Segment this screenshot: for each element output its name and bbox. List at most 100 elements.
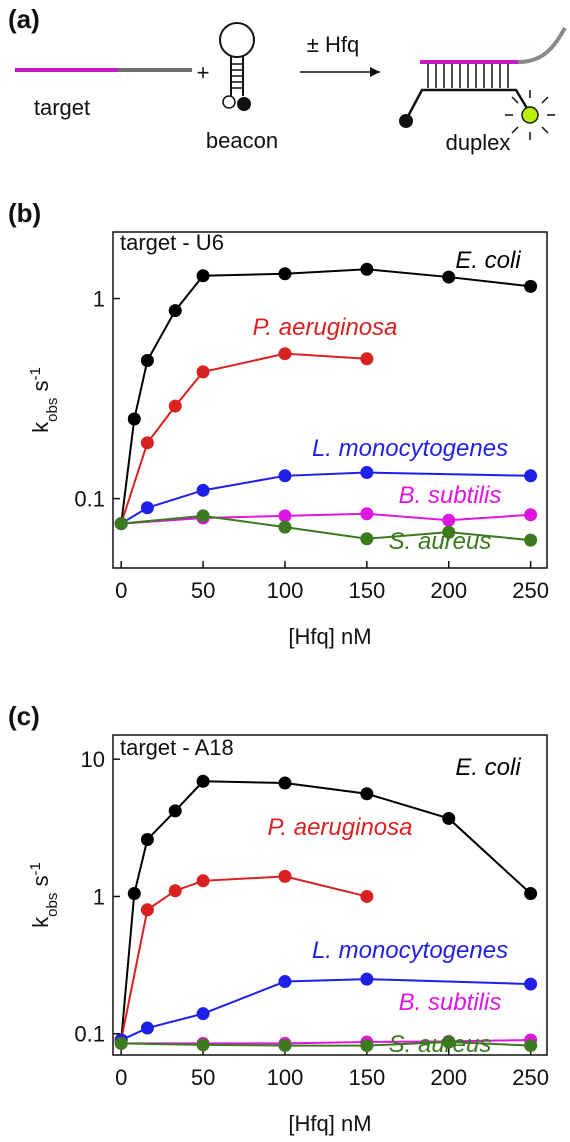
x-tick-label: 250 — [512, 578, 549, 603]
data-point — [442, 525, 456, 539]
y-axis-title-part: s — [28, 876, 53, 893]
data-point — [127, 887, 141, 901]
series-label: P. aeruginosa — [267, 814, 412, 841]
y-tick-label: 10 — [81, 747, 105, 772]
y-axis-title-part: s — [28, 381, 53, 398]
data-point — [140, 832, 154, 846]
y-axis-title: kobs s-1 — [27, 862, 61, 928]
target-label: target — [34, 95, 90, 120]
data-point — [140, 501, 154, 515]
data-point — [168, 804, 182, 818]
data-point — [360, 466, 374, 480]
plus: + — [197, 60, 210, 85]
y-axis-title: kobs s-1 — [27, 367, 61, 433]
y-axis-title-part: k — [28, 916, 53, 928]
duplex-pairs — [427, 64, 509, 88]
data-point — [196, 874, 210, 888]
x-tick-label: 250 — [512, 1065, 549, 1090]
x-tick-label: 150 — [348, 578, 385, 603]
y-tick-label: 1 — [93, 287, 105, 312]
x-tick-label: 0 — [115, 1065, 127, 1090]
plot-frame — [112, 231, 548, 569]
data-point — [196, 1007, 210, 1021]
data-point — [278, 975, 292, 989]
fluorophore — [521, 106, 539, 124]
x-tick-label: 200 — [430, 578, 467, 603]
beacon-strand — [404, 88, 530, 121]
data-point — [278, 347, 292, 361]
x-tick-label: 100 — [267, 578, 304, 603]
data-point — [140, 354, 154, 368]
x-tick-label: 100 — [267, 1065, 304, 1090]
series-label: B. subtilis — [399, 482, 502, 509]
data-point — [442, 270, 456, 284]
data-point — [278, 520, 292, 534]
y-axis-title-part: k — [28, 421, 53, 433]
data-point — [196, 269, 210, 283]
x-tick-label: 150 — [348, 1065, 385, 1090]
series-line — [120, 875, 368, 1041]
duplex-overhang — [517, 26, 567, 64]
data-point — [278, 869, 292, 883]
panel-label: (c) — [8, 701, 40, 731]
series-label: S. aureus — [389, 528, 492, 555]
data-point — [278, 509, 292, 523]
data-point — [360, 262, 374, 276]
data-point — [524, 1039, 538, 1053]
data-point — [360, 889, 374, 903]
data-point — [278, 1039, 292, 1053]
series-line — [121, 1039, 531, 1045]
annotation: target - U6 — [120, 230, 224, 255]
y-tick-label: 0.1 — [74, 1022, 105, 1047]
series-label: L. monocytogenes — [312, 937, 508, 964]
data-point — [196, 365, 210, 379]
data-point — [114, 517, 128, 531]
panel-a: (a) target + beacon ± Hfq duplex — [8, 4, 567, 155]
x-axis-title: [Hfq] nM — [288, 624, 371, 649]
quencher — [399, 114, 413, 128]
data-point — [196, 509, 210, 523]
series-label: B. subtilis — [399, 989, 502, 1016]
arrow-label: ± Hfq — [307, 32, 359, 57]
data-point — [140, 436, 154, 450]
data-point — [442, 1035, 456, 1049]
x-tick-label: 50 — [191, 578, 215, 603]
data-point — [442, 811, 456, 825]
series-label: P. aeruginosa — [252, 314, 397, 341]
series-label: E. coli — [455, 247, 521, 274]
data-point — [140, 1021, 154, 1035]
data-point — [127, 412, 141, 426]
x-tick-label: 50 — [191, 1065, 215, 1090]
x-tick-label: 200 — [430, 1065, 467, 1090]
beacon-loop — [219, 22, 255, 58]
y-tick-label: 1 — [93, 884, 105, 909]
series-line — [120, 352, 367, 524]
panel-label: (b) — [8, 198, 41, 228]
data-point — [114, 1036, 128, 1050]
x-tick-label: 0 — [115, 578, 127, 603]
data-point — [360, 507, 374, 521]
data-point — [278, 776, 292, 790]
series-line — [121, 512, 531, 525]
data-point — [360, 972, 374, 986]
y-axis-title-part: -1 — [27, 367, 44, 380]
data-point — [524, 533, 538, 547]
data-point — [196, 774, 210, 788]
panel-label: (a) — [8, 4, 40, 34]
x-axis-title: [Hfq] nM — [288, 1111, 371, 1136]
series-label: L. monocytogenes — [312, 435, 508, 462]
glow-rays — [505, 90, 555, 140]
data-point — [168, 399, 182, 413]
series-label: E. coli — [455, 754, 521, 781]
data-point — [360, 1039, 374, 1053]
data-point — [524, 508, 538, 522]
arrow-head — [370, 67, 380, 77]
data-point — [168, 884, 182, 898]
beacon-label: beacon — [206, 128, 278, 153]
data-point — [524, 887, 538, 901]
chart: (b) 0 50 100 150 200 250 0.1 1 [Hfq] nM kobs s-1 ta… — [8, 198, 549, 649]
data-point — [360, 532, 374, 546]
data-point — [360, 787, 374, 801]
series-line — [121, 1041, 531, 1047]
